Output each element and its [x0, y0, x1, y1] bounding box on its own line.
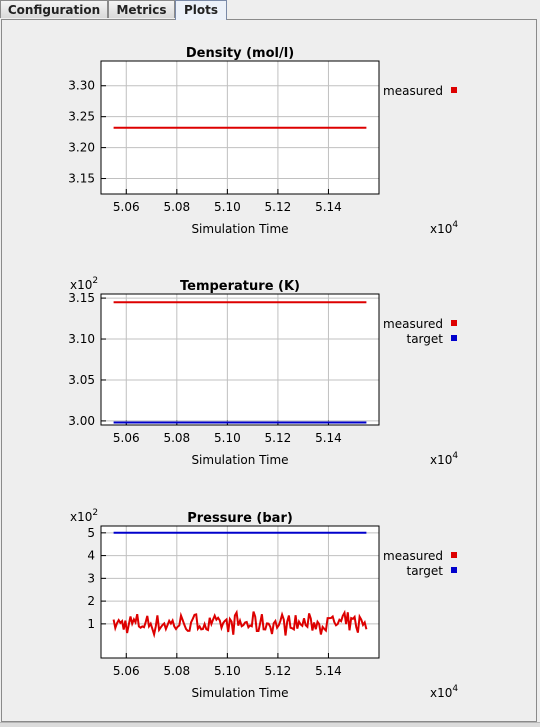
chart-title: Temperature (K): [180, 279, 300, 294]
legend-swatch-measured: [451, 552, 457, 558]
x-tick-label: 5.12: [265, 664, 292, 678]
x-axis-label: Simulation Time: [191, 453, 288, 467]
x-tick-label: 5.10: [214, 664, 241, 678]
x-axis-label: Simulation Time: [191, 686, 288, 700]
x-tick-label: 5.06: [113, 200, 140, 214]
legend-label-measured: measured: [383, 84, 443, 98]
x-multiplier-base: x10: [430, 453, 452, 467]
legend-swatch-measured: [451, 320, 457, 326]
plot-area: [101, 294, 379, 425]
tab-plots[interactable]: Plots: [175, 0, 227, 20]
x-tick-label: 5.06: [113, 431, 140, 445]
y-tick-label: 3.20: [68, 141, 95, 155]
y-tick-label: 3.10: [68, 332, 95, 346]
tab-configuration[interactable]: Configuration: [0, 0, 108, 18]
x-multiplier-base: x10: [430, 686, 452, 700]
x-axis-multiplier: x104: [430, 220, 458, 236]
y-tick-label: 4: [87, 549, 95, 563]
x-multiplier-exponent: 4: [452, 220, 458, 230]
x-multiplier-exponent: 4: [452, 451, 458, 461]
legend-label-target: target: [407, 564, 444, 578]
x-tick-label: 5.10: [214, 200, 241, 214]
x-multiplier-base: x10: [430, 222, 452, 236]
plot-border: [100, 525, 380, 659]
tab-bar: Configuration Metrics Plots: [0, 0, 540, 20]
legend-label-measured: measured: [383, 317, 443, 331]
x-tick-label: 5.14: [315, 200, 342, 214]
x-tick-label: 5.12: [265, 200, 292, 214]
x-axis-multiplier: x104: [430, 451, 458, 467]
legend-swatch-measured: [451, 87, 457, 93]
y-tick-label: 3: [87, 571, 95, 585]
y-tick-label: 3.25: [68, 110, 95, 124]
plot-border: [100, 60, 380, 195]
x-tick-label: 5.08: [163, 200, 190, 214]
chart-0: 5.06 5.08 5.10 5.12 5.14 3.30 3.25 3.20 3.15 meas…: [68, 46, 458, 236]
tab-metrics[interactable]: Metrics: [108, 0, 175, 18]
y-axis-multiplier: x102: [70, 276, 98, 292]
x-axis-multiplier: x104: [430, 684, 458, 700]
x-tick-label: 5.08: [163, 431, 190, 445]
y-tick-label: 1: [87, 617, 95, 631]
chart-title: Pressure (bar): [187, 511, 293, 526]
x-tick-label: 5.10: [214, 431, 241, 445]
legend-swatch-target: [451, 335, 457, 341]
x-tick-label: 5.12: [265, 431, 292, 445]
y-multiplier-exponent: 2: [92, 276, 98, 286]
legend-label-measured: measured: [383, 549, 443, 563]
plot-area: [101, 526, 379, 658]
y-axis-multiplier: x102: [70, 508, 98, 524]
x-multiplier-exponent: 4: [452, 684, 458, 694]
plot-border: [100, 293, 380, 426]
y-multiplier-base: x10: [70, 510, 92, 524]
legend-swatch-target: [451, 567, 457, 573]
y-tick-label: 3.15: [68, 172, 95, 186]
chart-1: 5.06 5.08 5.10 5.12 5.14 3.15 3.10 3.05 3.00 meas…: [68, 276, 458, 467]
x-tick-label: 5.06: [113, 664, 140, 678]
y-tick-label: 3.15: [68, 291, 95, 305]
x-axis-label: Simulation Time: [191, 222, 288, 236]
plots-panel: 5.06 5.08 5.10 5.12 5.14 3.30 3.25 3.20 3.15 meas…: [1, 19, 537, 722]
y-tick-label: 2: [87, 594, 95, 608]
x-tick-label: 5.08: [163, 664, 190, 678]
legend-label-target: target: [407, 332, 444, 346]
bottom-edge: [0, 722, 540, 727]
y-tick-label: 3.30: [68, 79, 95, 93]
y-tick-label: 3.05: [68, 373, 95, 387]
y-multiplier-exponent: 2: [92, 508, 98, 518]
x-tick-label: 5.14: [315, 664, 342, 678]
y-tick-label: 3.00: [68, 414, 95, 428]
x-tick-label: 5.14: [315, 431, 342, 445]
y-multiplier-base: x10: [70, 278, 92, 292]
chart-title: Density (mol/l): [186, 46, 294, 61]
y-tick-label: 5: [87, 526, 95, 540]
plots-canvas: 5.06 5.08 5.10 5.12 5.14 3.30 3.25 3.20 3.15 meas…: [68, 46, 458, 700]
series-line-measured: [112, 609, 368, 639]
